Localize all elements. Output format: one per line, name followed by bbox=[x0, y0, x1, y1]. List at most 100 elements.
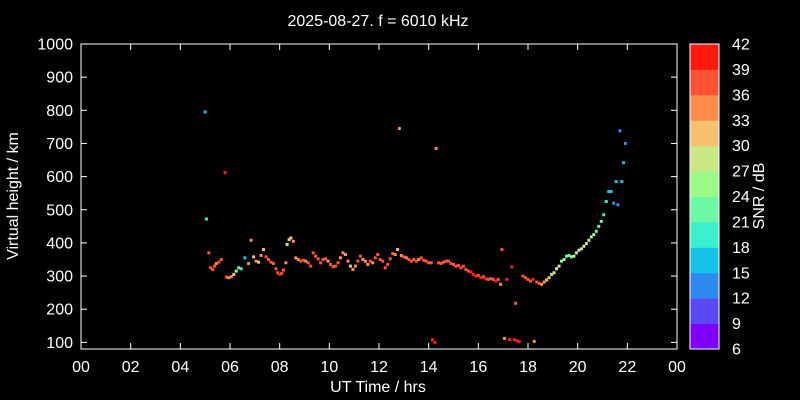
x-tick-label: 00 bbox=[668, 359, 686, 376]
data-point bbox=[491, 277, 495, 281]
data-point bbox=[502, 336, 506, 340]
y-tick-label: 700 bbox=[46, 136, 73, 153]
data-point bbox=[510, 265, 514, 269]
data-point bbox=[574, 251, 578, 255]
data-point bbox=[572, 254, 576, 258]
y-tick-label: 100 bbox=[46, 335, 73, 352]
y-tick-label: 200 bbox=[46, 302, 73, 319]
data-point bbox=[311, 251, 315, 255]
data-point bbox=[278, 272, 282, 276]
x-tick-label: 14 bbox=[420, 359, 438, 376]
data-point bbox=[203, 110, 207, 114]
data-point bbox=[612, 201, 616, 205]
data-point bbox=[289, 236, 293, 240]
x-tick-label: 22 bbox=[618, 359, 636, 376]
colorbar-tick-label: 18 bbox=[732, 240, 750, 257]
data-point bbox=[316, 257, 320, 261]
data-point bbox=[280, 271, 284, 275]
data-point bbox=[461, 264, 465, 268]
colorbar-bin bbox=[690, 323, 719, 350]
data-point bbox=[456, 263, 460, 267]
data-point bbox=[484, 277, 488, 281]
data-point bbox=[464, 267, 468, 271]
data-point bbox=[373, 256, 377, 260]
data-point bbox=[358, 254, 362, 258]
data-point bbox=[276, 271, 280, 275]
data-point bbox=[489, 277, 493, 281]
data-point bbox=[505, 277, 509, 281]
data-point bbox=[393, 253, 397, 257]
data-point bbox=[531, 277, 535, 281]
data-point bbox=[396, 248, 400, 252]
data-point bbox=[618, 129, 622, 133]
colorbar-tick-label: 39 bbox=[732, 62, 750, 79]
data-point bbox=[207, 251, 211, 255]
data-point bbox=[409, 259, 413, 263]
data-point bbox=[577, 248, 581, 252]
data-point bbox=[294, 256, 298, 260]
data-point bbox=[368, 259, 372, 263]
colorbar-tick-label: 21 bbox=[732, 214, 750, 231]
colorbar-bin bbox=[690, 298, 719, 325]
data-point bbox=[314, 254, 318, 258]
data-point bbox=[560, 259, 564, 263]
data-point bbox=[309, 264, 313, 268]
data-point bbox=[217, 260, 221, 264]
data-point bbox=[321, 257, 325, 261]
data-point bbox=[499, 282, 503, 286]
data-point bbox=[336, 261, 340, 265]
data-point bbox=[285, 243, 289, 247]
colorbar-tick-label: 36 bbox=[732, 87, 750, 104]
data-point bbox=[427, 261, 431, 265]
data-point bbox=[550, 272, 554, 276]
data-point bbox=[521, 274, 525, 278]
data-point bbox=[254, 259, 258, 263]
data-point bbox=[234, 269, 238, 273]
data-point bbox=[243, 256, 247, 260]
data-point bbox=[266, 257, 270, 261]
data-point bbox=[227, 276, 231, 280]
data-point bbox=[211, 267, 215, 271]
data-point bbox=[391, 252, 395, 256]
colorbar-bin bbox=[690, 171, 719, 197]
x-tick-label: 16 bbox=[469, 359, 487, 376]
colorbar-frame bbox=[689, 43, 720, 350]
data-point bbox=[363, 259, 367, 263]
data-point bbox=[376, 253, 380, 257]
plot-area bbox=[80, 43, 678, 350]
y-axis-label: Virtual height / km bbox=[5, 132, 22, 260]
data-point bbox=[466, 269, 470, 273]
colorbar: 6 9 12 15 18 21 24 27 30 33 36 39 42 bbox=[689, 37, 750, 359]
data-point bbox=[296, 257, 300, 261]
y-tick-label: 500 bbox=[46, 202, 73, 219]
data-point bbox=[555, 267, 559, 271]
data-point bbox=[252, 255, 256, 259]
data-point bbox=[419, 256, 423, 260]
colorbar-tick-label: 9 bbox=[732, 316, 741, 333]
data-point bbox=[569, 255, 573, 259]
chart-title: 2025-08-27. f = 6010 kHz bbox=[287, 13, 468, 30]
data-point bbox=[449, 261, 453, 265]
data-point bbox=[414, 259, 418, 263]
data-point bbox=[239, 267, 243, 271]
colorbar-tick-label: 6 bbox=[732, 342, 741, 359]
data-point bbox=[343, 253, 347, 257]
colorbar-bin bbox=[690, 44, 719, 70]
data-point bbox=[430, 338, 434, 342]
data-point bbox=[474, 274, 478, 278]
data-point bbox=[237, 266, 241, 270]
colorbar-bin bbox=[690, 196, 719, 223]
data-point bbox=[494, 279, 498, 283]
data-point bbox=[447, 259, 451, 263]
data-point bbox=[301, 258, 305, 262]
data-point bbox=[469, 270, 473, 274]
data-point bbox=[386, 262, 390, 266]
data-point bbox=[589, 235, 593, 239]
x-tick-label: 04 bbox=[171, 359, 189, 376]
data-point bbox=[404, 256, 408, 260]
data-point bbox=[353, 264, 357, 268]
x-tick-label: 00 bbox=[72, 359, 90, 376]
colorbar-tick-label: 27 bbox=[732, 164, 750, 181]
data-point bbox=[257, 260, 261, 264]
data-point bbox=[407, 257, 411, 261]
